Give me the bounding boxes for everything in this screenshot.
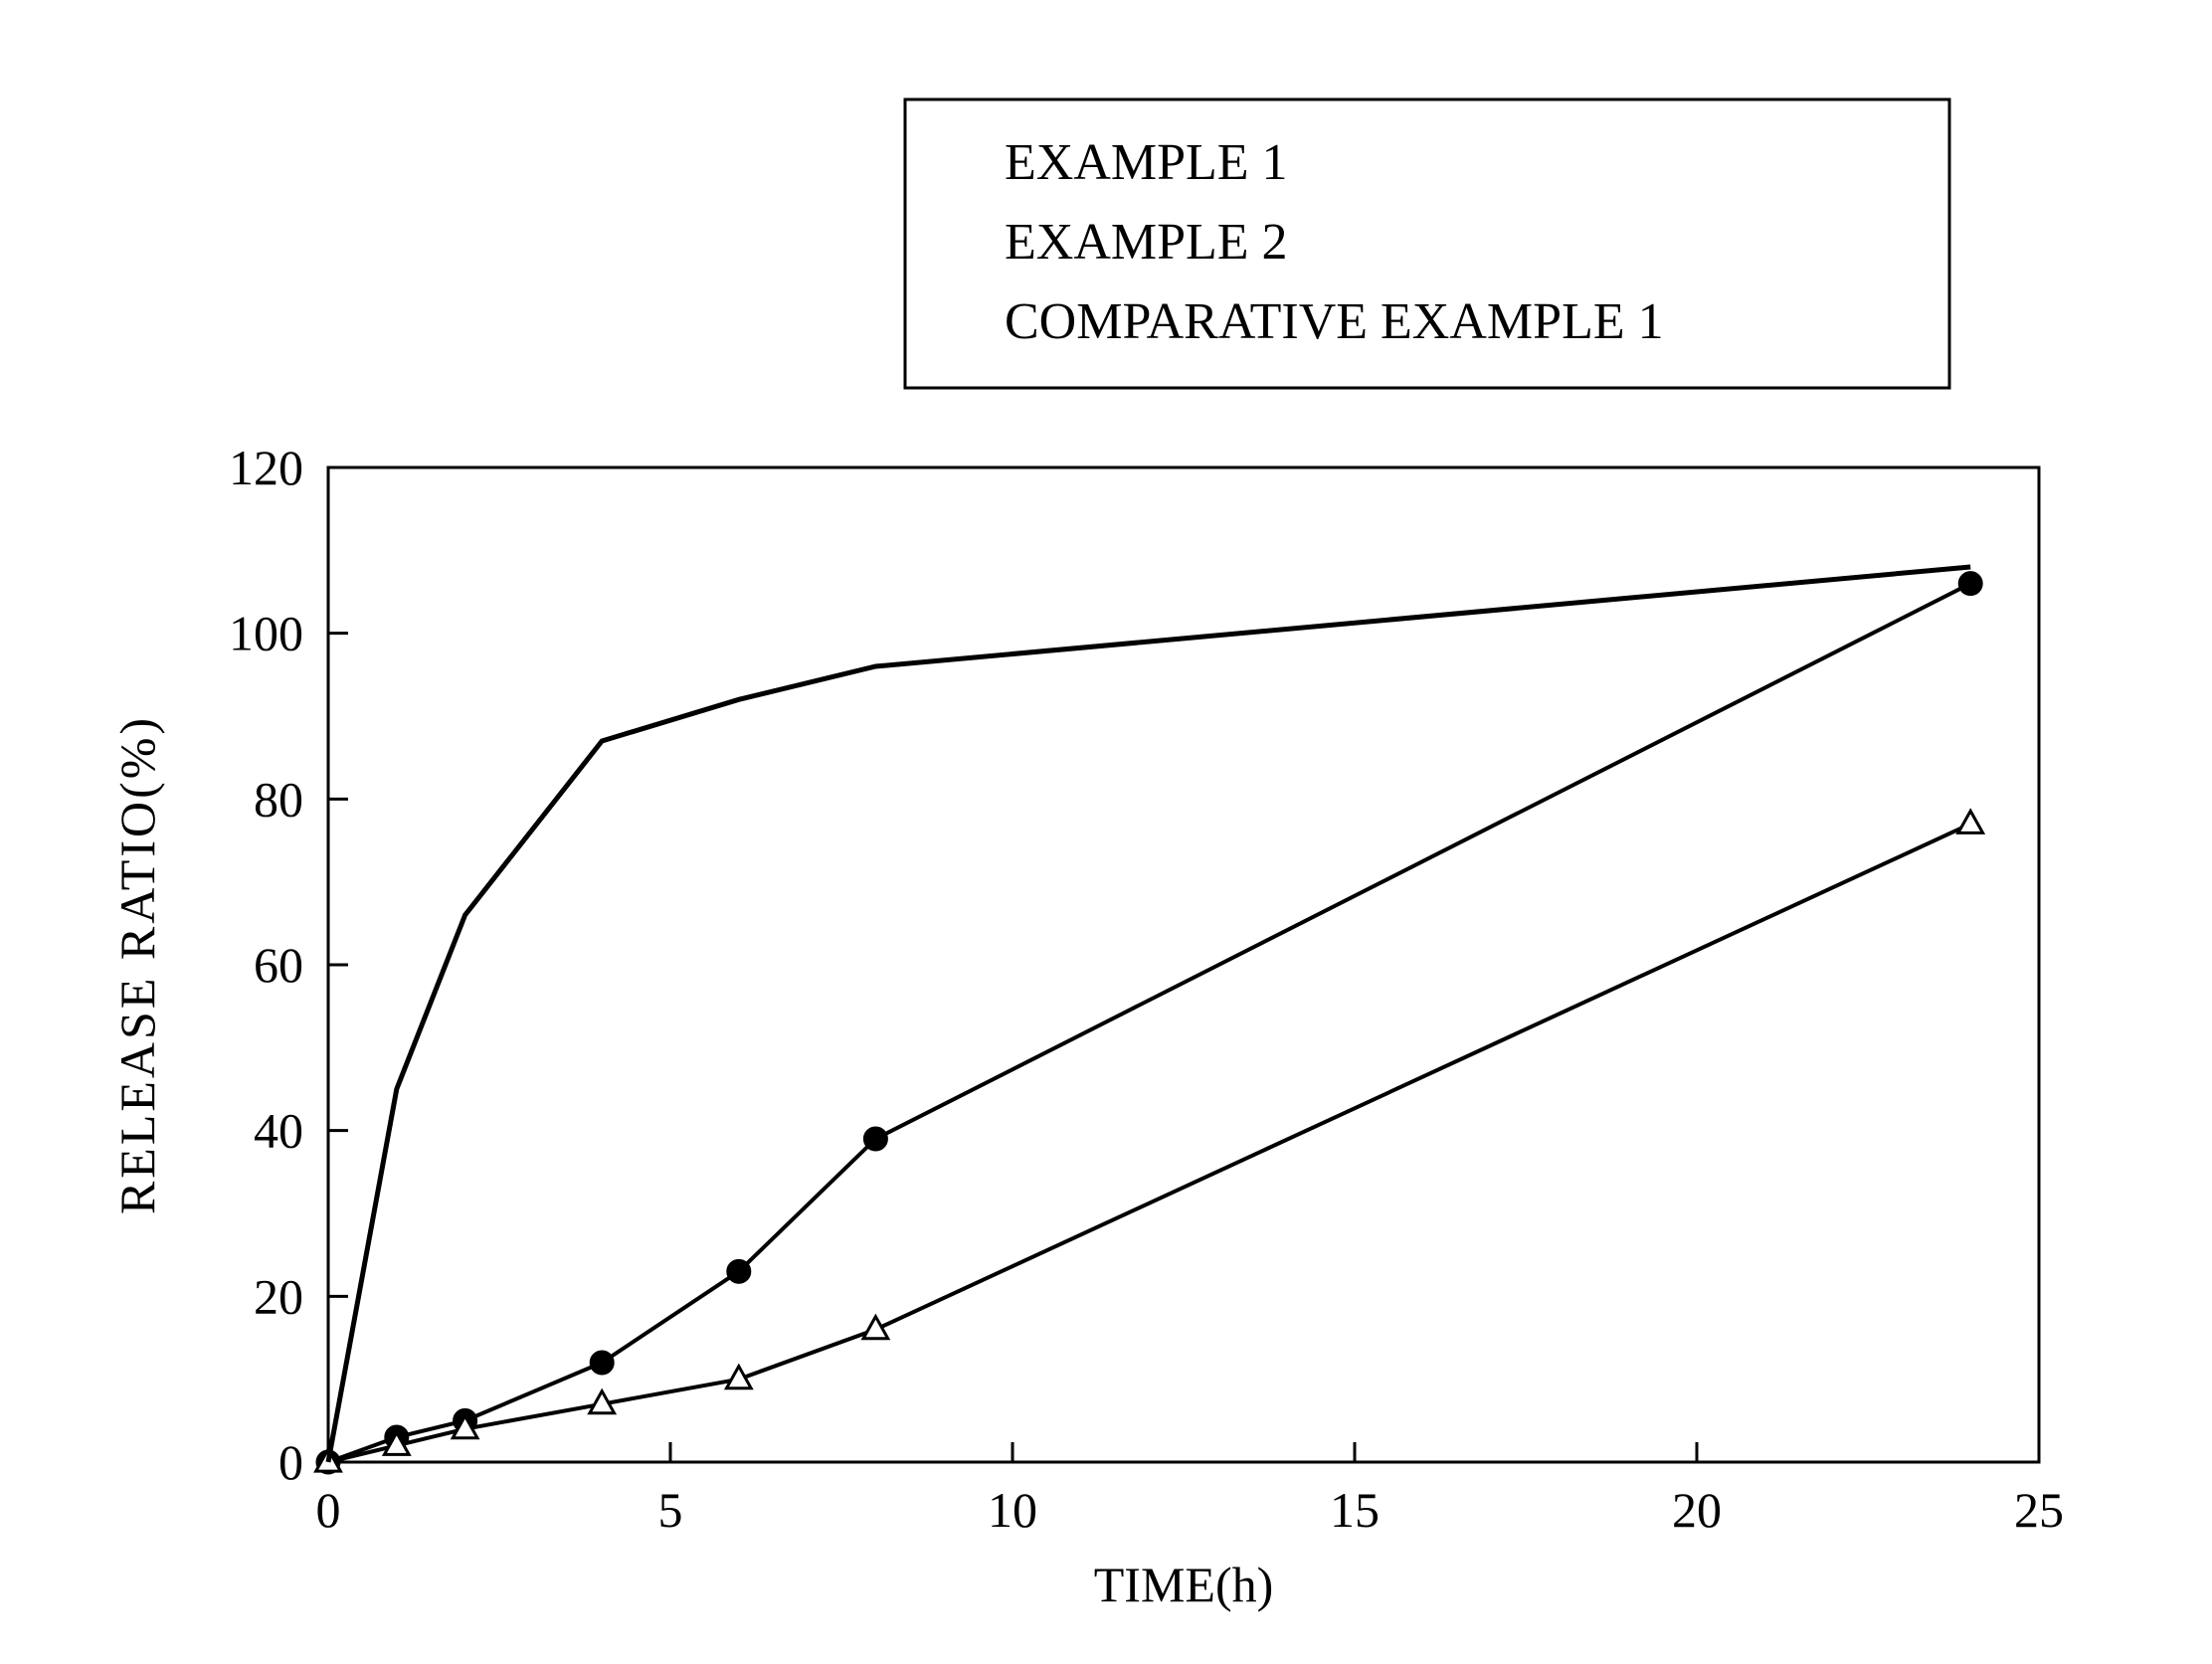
x-tick-label: 20 <box>1672 1482 1722 1538</box>
series-line-2 <box>328 567 1970 1462</box>
plot-area-box <box>328 467 2039 1462</box>
data-marker-circle <box>728 1260 750 1282</box>
x-tick-label: 15 <box>1330 1482 1380 1538</box>
legend-item-label: EXAMPLE 2 <box>1005 214 1288 271</box>
x-tick-label: 0 <box>316 1482 341 1538</box>
release-ratio-chart: 0 5 10 15 20 25 0 20 40 60 80 100 120 TIME(h) RELEASE … <box>40 40 2172 1624</box>
y-tick-label: 100 <box>229 606 303 661</box>
y-tick-label: 20 <box>254 1268 303 1324</box>
x-tick-label: 25 <box>2014 1482 2064 1538</box>
y-tick-label: 120 <box>229 440 303 495</box>
x-tick-label: 5 <box>658 1482 683 1538</box>
data-marker-triangle <box>1958 811 1983 832</box>
legend-item-label: COMPARATIVE EXAMPLE 1 <box>1005 293 1664 350</box>
chart-container: 0 5 10 15 20 25 0 20 40 60 80 100 120 TIME(h) RELEASE … <box>40 40 2172 1624</box>
data-marker-circle <box>864 1128 886 1150</box>
y-tick-label: 0 <box>278 1434 303 1490</box>
y-axis-title: RELEASE RATIO(%) <box>109 715 165 1214</box>
data-marker-circle <box>1959 573 1981 595</box>
x-tick-label: 10 <box>988 1482 1037 1538</box>
data-marker-circle <box>591 1352 613 1374</box>
x-axis-title: TIME(h) <box>1094 1557 1274 1612</box>
y-tick-label: 80 <box>254 771 303 827</box>
series-line-1 <box>328 824 1970 1462</box>
legend-item-label: EXAMPLE 1 <box>1005 134 1288 191</box>
series-line-0 <box>328 584 1970 1462</box>
y-tick-label: 60 <box>254 937 303 993</box>
y-tick-label: 40 <box>254 1103 303 1159</box>
